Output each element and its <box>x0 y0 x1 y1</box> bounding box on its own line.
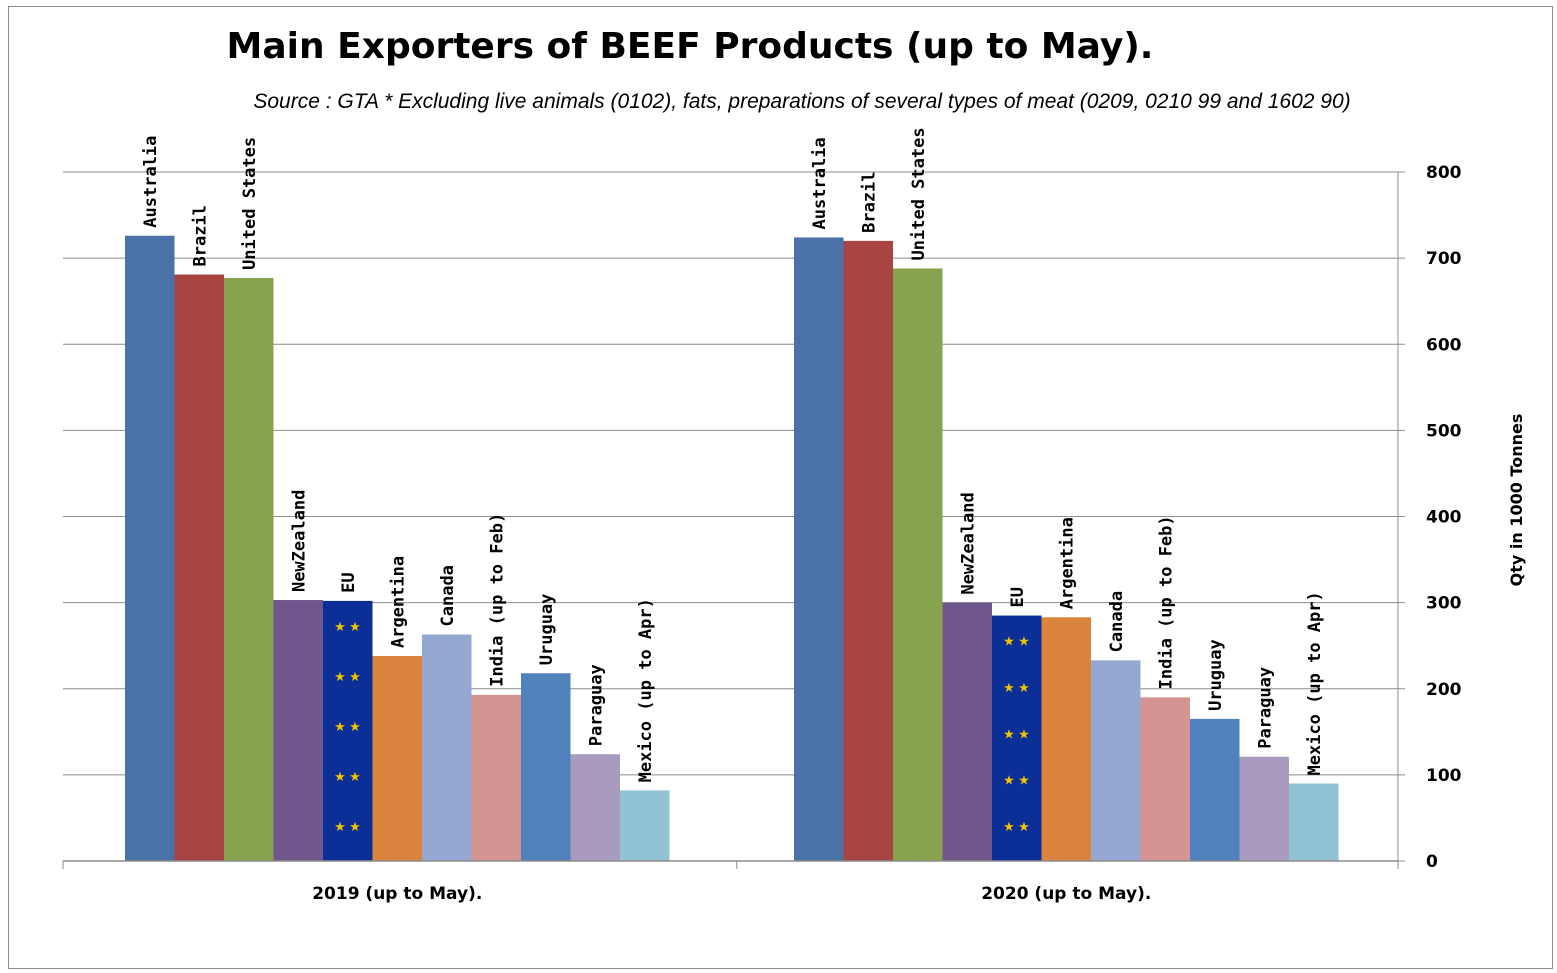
bar-label: Australia <box>141 136 161 228</box>
bar <box>620 790 670 861</box>
y-tick-label: 400 <box>1426 508 1462 528</box>
eu-star-icon: ★ <box>1003 727 1015 742</box>
y-tick-label: 500 <box>1426 421 1462 441</box>
bar-label: Argentina <box>388 556 408 648</box>
eu-star-icon: ★ <box>334 820 346 835</box>
y-tick-label: 100 <box>1426 766 1462 786</box>
eu-star-icon: ★ <box>1018 635 1030 650</box>
eu-star-icon: ★ <box>334 770 346 785</box>
bar-label: Uruguay <box>537 594 557 666</box>
bar <box>1190 718 1240 861</box>
eu-star-icon: ★ <box>1003 681 1015 696</box>
bar <box>893 268 943 862</box>
eu-star-icon: ★ <box>1003 820 1015 835</box>
bar <box>942 602 992 861</box>
eu-star-icon: ★ <box>334 670 346 685</box>
bars: ★ ★★ ★★ ★★ ★★ ★★ ★★ ★★ ★★ ★★ ★ <box>125 235 1339 862</box>
bar-label: India (up to Feb) <box>1156 515 1176 689</box>
bar-label: Australia <box>810 137 830 229</box>
chart-subtitle: Source : GTA * Excluding live animals (0… <box>253 90 1350 113</box>
y-tick-label: 600 <box>1426 335 1462 355</box>
x-category-label: 2020 (up to May). <box>981 884 1151 904</box>
eu-star-icon: ★ <box>334 620 346 635</box>
bar <box>1091 660 1141 861</box>
eu-star-icon: ★ <box>349 770 361 785</box>
eu-star-icon: ★ <box>1018 681 1030 696</box>
eu-star-icon: ★ <box>1018 820 1030 835</box>
bar <box>174 274 224 861</box>
bar <box>224 277 274 862</box>
eu-star-icon: ★ <box>1003 774 1015 789</box>
y-tick-label: 800 <box>1426 163 1462 183</box>
eu-star-icon: ★ <box>1003 635 1015 650</box>
bar <box>422 634 472 861</box>
bar-label: United States <box>909 127 929 260</box>
bar-label: EU <box>339 572 359 592</box>
eu-star-icon: ★ <box>349 670 361 685</box>
eu-star-icon: ★ <box>1018 727 1030 742</box>
bar-label: United States <box>240 137 260 270</box>
bar-labels: Australia Australia Brazil Brazil United Sta… <box>141 127 1325 782</box>
bar-label: Canada <box>438 565 458 626</box>
bar-label: Canada <box>1107 591 1127 652</box>
bar-label: Paraguay <box>586 664 606 746</box>
chart-title: Main Exporters of BEEF Products (up to M… <box>227 26 1154 67</box>
bar <box>992 615 1042 861</box>
eu-star-icon: ★ <box>334 720 346 735</box>
chart-frame <box>8 6 1553 969</box>
eu-star-icon: ★ <box>349 620 361 635</box>
y-tick-label: 700 <box>1426 249 1462 269</box>
bar <box>1140 697 1190 861</box>
y-tick-label: 300 <box>1426 594 1462 614</box>
bar <box>1289 783 1339 861</box>
bar <box>1041 617 1091 861</box>
bar <box>794 237 844 861</box>
bar-label: Brazil <box>859 171 879 232</box>
bar <box>1239 756 1289 861</box>
bar <box>273 600 323 861</box>
bar-label: EU <box>1008 587 1028 607</box>
bar <box>372 656 422 861</box>
bar-label: NewZealand <box>958 492 978 594</box>
bar <box>570 754 620 861</box>
bar-label: Mexico (up to Apr) <box>1305 591 1325 775</box>
x-category-label: 2019 (up to May). <box>312 884 482 904</box>
y-tick-label: 0 <box>1426 852 1438 872</box>
eu-star-icon: ★ <box>349 820 361 835</box>
y-tick-label: 200 <box>1426 680 1462 700</box>
bar-label: Paraguay <box>1255 667 1275 749</box>
bar-label: NewZealand <box>289 490 309 592</box>
bar <box>323 600 373 861</box>
bar-label: Uruguay <box>1206 639 1226 711</box>
bar <box>843 240 893 861</box>
bar-label: Argentina <box>1057 517 1077 609</box>
bar-label: Mexico (up to Apr) <box>636 598 656 782</box>
bar-label: India (up to Feb) <box>487 513 507 687</box>
axes: 0 100 200 300 400 500 600 700 800 2019 (up to May… <box>62 163 1462 904</box>
eu-star-icon: ★ <box>349 720 361 735</box>
bar <box>471 694 521 861</box>
y-axis-title: Qty in 1000 Tonnes <box>1507 414 1526 587</box>
bar <box>521 673 571 861</box>
eu-star-icon: ★ <box>1018 774 1030 789</box>
bar-label: Brazil <box>190 205 210 266</box>
bar <box>125 235 175 862</box>
